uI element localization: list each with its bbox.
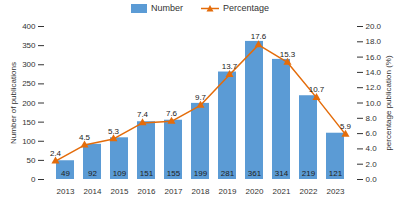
svg-text:314: 314 <box>275 169 289 178</box>
svg-text:150: 150 <box>22 118 36 127</box>
svg-text:18.0: 18.0 <box>366 37 382 46</box>
svg-text:0.0: 0.0 <box>366 175 378 184</box>
svg-text:155: 155 <box>167 169 181 178</box>
svg-text:219: 219 <box>302 169 316 178</box>
svg-text:14.0: 14.0 <box>366 68 382 77</box>
svg-text:2022: 2022 <box>300 187 318 196</box>
svg-text:4.5: 4.5 <box>79 133 91 142</box>
svg-text:2014: 2014 <box>84 187 102 196</box>
svg-text:400: 400 <box>22 22 36 31</box>
svg-text:199: 199 <box>194 169 208 178</box>
svg-text:15.3: 15.3 <box>280 50 296 59</box>
svg-text:361: 361 <box>248 169 262 178</box>
svg-text:percentage publication (%): percentage publication (%) <box>384 55 393 151</box>
svg-text:281: 281 <box>221 169 235 178</box>
svg-text:5.9: 5.9 <box>340 122 352 131</box>
svg-text:151: 151 <box>140 169 154 178</box>
svg-text:2016: 2016 <box>138 187 156 196</box>
svg-text:2020: 2020 <box>246 187 264 196</box>
svg-text:2017: 2017 <box>165 187 183 196</box>
html-text:Number: Number <box>151 3 183 13</box>
svg-text:2.4: 2.4 <box>50 149 62 158</box>
svg-text:4.0: 4.0 <box>366 144 378 153</box>
svg-text:49: 49 <box>61 169 70 178</box>
svg-text:2019: 2019 <box>219 187 237 196</box>
svg-text:100: 100 <box>22 137 36 146</box>
svg-text:16.0: 16.0 <box>366 53 382 62</box>
svg-text:12.0: 12.0 <box>366 83 382 92</box>
svg-text:92: 92 <box>88 169 97 178</box>
svg-text:2.0: 2.0 <box>366 160 378 169</box>
svg-text:200: 200 <box>22 99 36 108</box>
svg-text:10.7: 10.7 <box>309 85 325 94</box>
svg-text:Number of publications: Number of publications <box>9 62 18 144</box>
svg-text:17.6: 17.6 <box>251 32 267 41</box>
svg-text:2015: 2015 <box>111 187 129 196</box>
svg-text:50: 50 <box>27 156 36 165</box>
svg-text:109: 109 <box>113 169 127 178</box>
svg-text:20.0: 20.0 <box>366 22 382 31</box>
svg-text:8.0: 8.0 <box>366 114 378 123</box>
svg-text:6.0: 6.0 <box>366 129 378 138</box>
svg-text:10.0: 10.0 <box>366 99 382 108</box>
svg-text:5.3: 5.3 <box>108 127 120 136</box>
html-text:Percentage: Percentage <box>223 3 269 13</box>
svg-text:2018: 2018 <box>192 187 210 196</box>
svg-text:13.7: 13.7 <box>222 62 238 71</box>
svg-text:2013: 2013 <box>57 187 75 196</box>
svg-text:350: 350 <box>22 41 36 50</box>
svg-text:7.4: 7.4 <box>137 110 149 119</box>
svg-text:0: 0 <box>31 175 36 184</box>
svg-text:7.6: 7.6 <box>166 109 178 118</box>
svg-text:2021: 2021 <box>273 187 291 196</box>
svg-text:121: 121 <box>329 169 343 178</box>
svg-text:2023: 2023 <box>327 187 345 196</box>
svg-text:300: 300 <box>22 60 36 69</box>
svg-text:9.7: 9.7 <box>195 93 207 102</box>
svg-text:250: 250 <box>22 79 36 88</box>
